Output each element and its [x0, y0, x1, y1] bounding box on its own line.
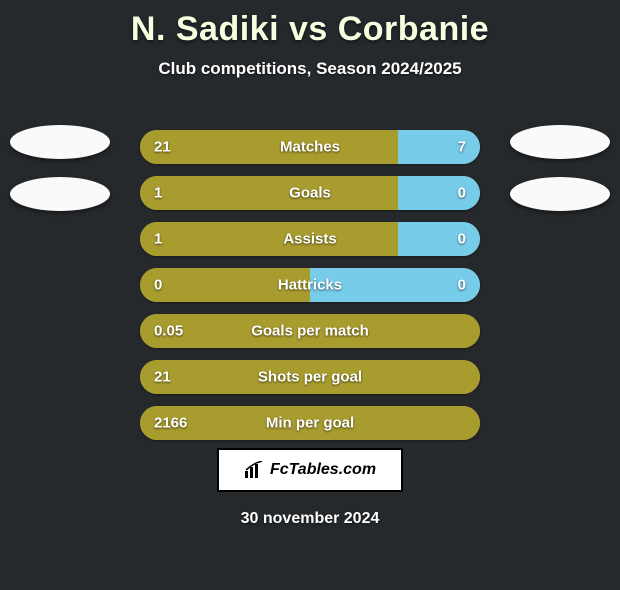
stat-left-value: 21	[154, 139, 171, 156]
stat-label: Matches	[280, 139, 340, 156]
stat-right-value: 7	[458, 139, 466, 156]
chart-icon	[244, 461, 264, 479]
stat-label: Goals	[289, 185, 331, 202]
date-text: 30 november 2024	[241, 510, 380, 528]
player-right-photos	[510, 125, 610, 211]
stat-label: Min per goal	[266, 415, 354, 432]
stat-row: 21 Matches 7	[140, 130, 480, 164]
stat-left-value: 1	[154, 185, 162, 202]
stat-label: Goals per match	[251, 323, 369, 340]
stat-left-value: 0.05	[154, 323, 183, 340]
player-left-photo-1	[10, 125, 110, 159]
page-title: N. Sadiki vs Corbanie	[0, 10, 620, 49]
stat-left-value: 21	[154, 369, 171, 386]
stat-row: 2166 Min per goal	[140, 406, 480, 440]
stat-right-value: 0	[458, 185, 466, 202]
player-left-photos	[10, 125, 110, 211]
stat-left-value: 1	[154, 231, 162, 248]
stat-left-value: 0	[154, 277, 162, 294]
stat-label: Shots per goal	[258, 369, 362, 386]
site-logo[interactable]: FcTables.com	[217, 448, 403, 492]
stat-row: 1 Goals 0	[140, 176, 480, 210]
stat-left-fill	[140, 222, 398, 256]
stat-left-value: 2166	[154, 415, 187, 432]
stat-row: 0 Hattricks 0	[140, 268, 480, 302]
stat-label: Hattricks	[278, 277, 342, 294]
stat-row: 21 Shots per goal	[140, 360, 480, 394]
stat-right-fill	[398, 176, 480, 210]
player-left-photo-2	[10, 177, 110, 211]
stat-right-value: 0	[458, 277, 466, 294]
player-right-photo-1	[510, 125, 610, 159]
stat-label: Assists	[283, 231, 336, 248]
logo-text: FcTables.com	[270, 461, 376, 479]
stat-row: 0.05 Goals per match	[140, 314, 480, 348]
stat-left-fill	[140, 176, 398, 210]
stat-right-value: 0	[458, 231, 466, 248]
stat-right-fill	[398, 130, 480, 164]
stat-row: 1 Assists 0	[140, 222, 480, 256]
comparison-bars: 21 Matches 7 1 Goals 0 1 Assists 0 0 Hattricks 0 0.0…	[140, 130, 480, 440]
stat-left-fill	[140, 130, 398, 164]
player-right-photo-2	[510, 177, 610, 211]
stat-right-fill	[398, 222, 480, 256]
subtitle: Club competitions, Season 2024/2025	[0, 59, 620, 79]
